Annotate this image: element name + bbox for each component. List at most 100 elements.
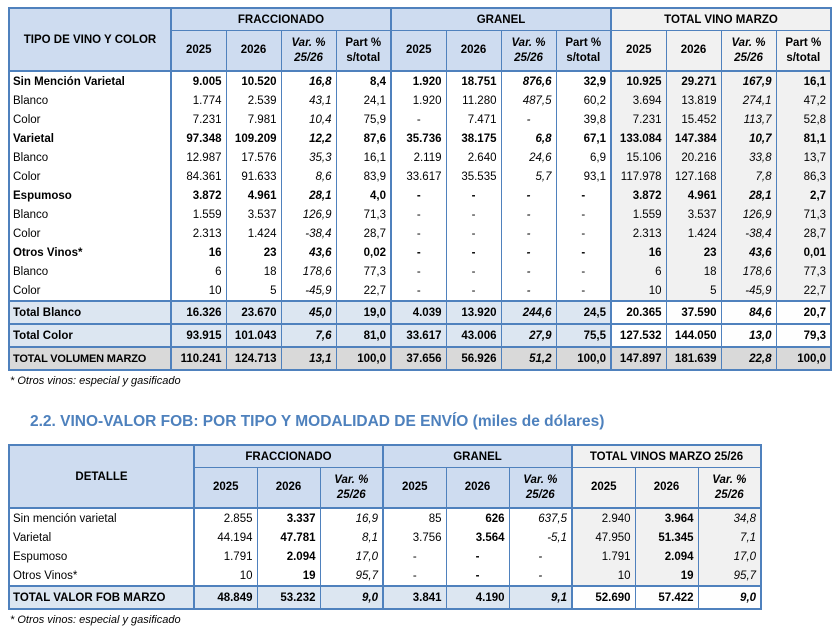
value-cell: 24,6	[500, 148, 556, 167]
value-cell: 22,7	[335, 281, 391, 301]
value-cell: 77,3	[775, 262, 832, 281]
value-cell: -	[445, 566, 510, 586]
table-row: Color 2.313 1.424 -38,4 28,7- - - -2.313 1.424 -3…	[8, 224, 832, 243]
value-cell: -	[555, 186, 611, 205]
value-cell: -	[390, 262, 446, 281]
value-cell: -	[445, 281, 501, 301]
value-cell: 4.961	[225, 186, 281, 205]
value-cell: 33,8	[720, 148, 776, 167]
value-cell: 3.964	[634, 508, 699, 528]
value-cell: 3.841	[382, 585, 447, 609]
column-header: 2026	[445, 467, 510, 509]
value-cell: 28,7	[775, 224, 832, 243]
value-cell: 100,0	[775, 346, 832, 370]
value-cell: 626	[445, 508, 510, 528]
value-cell: -	[390, 224, 446, 243]
row-label: Otros Vinos*	[8, 243, 171, 262]
value-cell: 167,9	[720, 71, 776, 91]
value-cell: 13.920	[445, 300, 501, 324]
var-pct-column-header: Var. % 25/26	[319, 467, 384, 509]
value-cell: 16,1	[775, 71, 832, 91]
table-row: Color 7.231 7.981 10,4 75,9-7.471-39,8 7.231 1…	[8, 110, 832, 129]
value-cell: 6,9	[555, 148, 611, 167]
row-label: Varietal	[8, 129, 171, 148]
value-cell: 10	[610, 281, 666, 301]
value-cell: 144.050	[665, 323, 721, 347]
group-header: FRACCIONADO	[192, 445, 384, 468]
value-cell: 9,0	[319, 585, 384, 609]
value-cell: -	[508, 547, 573, 566]
value-cell: 17.576	[225, 148, 281, 167]
value-cell: 7.981	[225, 110, 281, 129]
value-cell: 4,0	[335, 186, 391, 205]
value-cell: 28,1	[720, 186, 776, 205]
value-cell: 45,0	[280, 300, 336, 324]
value-cell: 3.337	[256, 508, 320, 528]
value-cell: 2.119	[390, 148, 446, 167]
value-cell: 10,7	[720, 129, 776, 148]
value-cell: 487,5	[500, 91, 556, 110]
value-cell: -	[445, 262, 501, 281]
value-cell: -38,4	[280, 224, 336, 243]
value-cell: 15.106	[610, 148, 666, 167]
value-cell: 127.532	[610, 323, 666, 347]
value-cell: 147.384	[665, 129, 721, 148]
column-header: Part % s/total	[775, 30, 832, 72]
value-cell: 67,1	[555, 129, 611, 148]
value-cell: 93,1	[555, 167, 611, 186]
value-cell: 24,5	[555, 300, 611, 324]
table-row: Total Blanco 16.326 23.670 45,0 19,0 4.039 13.…	[8, 300, 832, 324]
group-header: GRANEL	[390, 8, 611, 31]
table-corner-label: TIPO DE VINO Y COLOR	[8, 8, 171, 72]
value-cell: 17,0	[319, 547, 384, 566]
column-header: 2026	[256, 467, 320, 509]
value-cell: 20,7	[775, 300, 832, 324]
value-cell: 7,8	[720, 167, 776, 186]
value-cell: -	[555, 262, 611, 281]
value-cell: -45,9	[720, 281, 776, 301]
value-cell: -	[390, 186, 446, 205]
value-cell: 24,1	[335, 91, 391, 110]
value-cell: 6	[610, 262, 666, 281]
section-title: 2.2. VINO-VALOR FOB: POR TIPO Y MODALIDA…	[30, 413, 605, 430]
value-cell: 34,8	[697, 508, 762, 528]
value-cell: 86,3	[775, 167, 832, 186]
table2-footnote: * Otros vinos: especial y gasificado	[10, 614, 181, 626]
value-cell: 10	[571, 566, 636, 586]
row-label: Blanco	[8, 91, 171, 110]
value-cell: 79,3	[775, 323, 832, 347]
value-cell: 52.690	[571, 585, 636, 609]
value-cell: 8,1	[319, 528, 384, 547]
value-cell: 101.043	[225, 323, 281, 347]
value-cell: 0,02	[335, 243, 391, 262]
value-cell: -	[500, 224, 556, 243]
row-label: Color	[8, 224, 171, 243]
value-cell: 3.872	[170, 186, 226, 205]
value-cell: 2.094	[634, 547, 699, 566]
var-pct-column-header: Var. % 25/26	[697, 467, 762, 509]
value-cell: 10	[170, 281, 226, 301]
value-cell: 28,7	[335, 224, 391, 243]
row-label: Sin mención varietal	[8, 508, 194, 528]
value-cell: 32,9	[555, 71, 611, 91]
value-cell: 9.005	[170, 71, 226, 91]
value-cell: 2.313	[610, 224, 666, 243]
column-header: 2025	[193, 467, 257, 509]
value-cell: 178,6	[280, 262, 336, 281]
table-row: Blanco 12.987 17.576 35,3 16,1 2.119 2.640 24,6…	[8, 148, 832, 167]
value-cell: 124.713	[225, 346, 281, 370]
value-cell: 18.751	[445, 71, 501, 91]
value-cell: 13,0	[720, 323, 776, 347]
value-cell: 51,2	[500, 346, 556, 370]
value-cell: 22,8	[720, 346, 776, 370]
value-cell: 20.365	[610, 300, 666, 324]
var-pct-column-header: Var. % 25/26	[720, 30, 776, 72]
value-cell: 6	[170, 262, 226, 281]
value-cell: 97.348	[170, 129, 226, 148]
value-cell: 2.539	[225, 91, 281, 110]
value-cell: 47,2	[775, 91, 832, 110]
value-cell: 95,7	[697, 566, 762, 586]
table-row: Espumoso 3.872 4.961 28,1 4,0- - - -3.872 4.961 2…	[8, 186, 832, 205]
value-cell: -	[382, 566, 447, 586]
row-label: Blanco	[8, 205, 171, 224]
